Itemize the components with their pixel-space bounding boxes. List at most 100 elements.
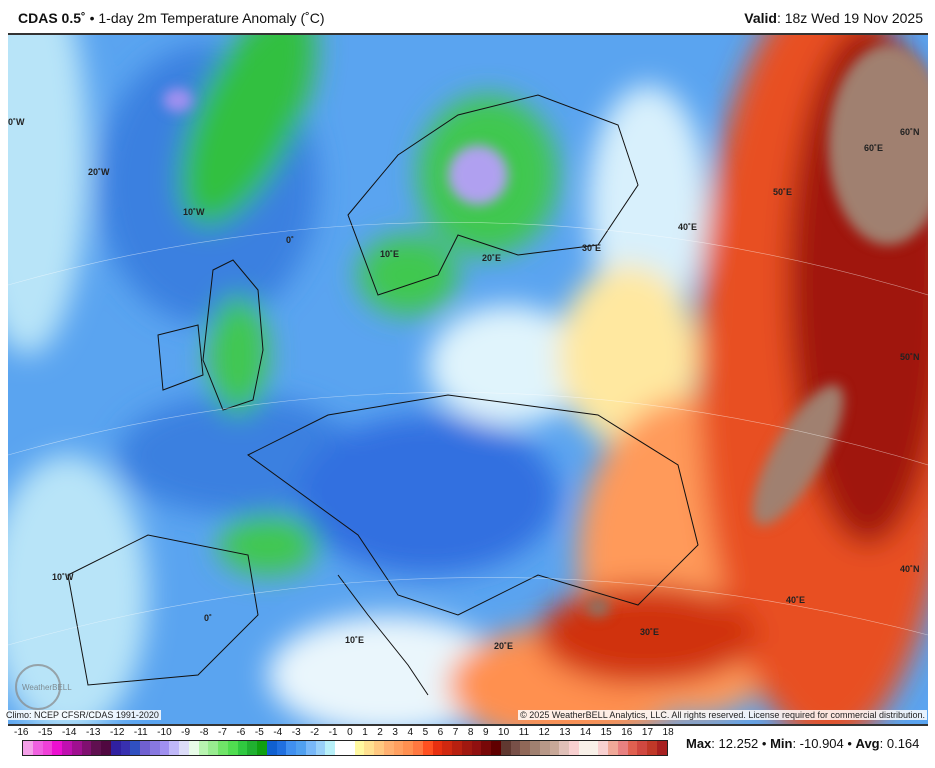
- colorbar-tick: 2: [377, 727, 383, 738]
- colorbar-swatch: [335, 741, 345, 755]
- colorbar-tick: 14: [579, 727, 592, 738]
- map-label: 40˚N: [900, 564, 920, 574]
- colorbar-swatch: [452, 741, 462, 755]
- colorbar-swatch: [530, 741, 540, 755]
- colorbar-tick: -6: [236, 727, 246, 738]
- anomaly-map: 0˚W 20˚W 10˚W 0˚ 10˚E 20˚E 30˚E 40˚E 50˚…: [0, 0, 935, 745]
- colorbar-swatch: [62, 741, 72, 755]
- colorbar: [22, 740, 668, 756]
- colorbar-tick: -13: [85, 727, 101, 738]
- valid-value: : 18z Wed 19 Nov 2025: [776, 10, 923, 26]
- max-label: Max: [686, 736, 712, 751]
- colorbar-swatch: [266, 741, 277, 755]
- colorbar-tick: 1: [362, 727, 368, 738]
- colorbar-tick: -12: [109, 727, 125, 738]
- colorbar-swatch: [500, 741, 511, 755]
- colorbar-tick: -9: [181, 727, 191, 738]
- colorbar-swatch: [130, 741, 140, 755]
- colorbar-swatch: [627, 741, 638, 755]
- colorbar-tick: -2: [310, 727, 320, 738]
- colorbar-tick: 11: [518, 727, 530, 738]
- product-name: 1-day 2m Temperature Anomaly (˚C): [98, 10, 325, 26]
- colorbar-swatch: [208, 741, 218, 755]
- min-value: : -10.904 •: [792, 736, 856, 751]
- map-label: 60˚E: [864, 143, 883, 153]
- colorbar-swatch: [617, 741, 628, 755]
- colorbar-swatch: [101, 741, 111, 755]
- colorbar-swatch: [23, 741, 33, 755]
- colorbar-swatch: [237, 741, 248, 755]
- colorbar-tick: -11: [133, 727, 148, 738]
- colorbar-swatch: [413, 741, 423, 755]
- map-label: 40˚E: [678, 222, 697, 232]
- map-label: 20˚W: [88, 167, 110, 177]
- valid-time: Valid: 18z Wed 19 Nov 2025: [744, 10, 923, 26]
- colorbar-swatch: [42, 741, 53, 755]
- colorbar-tick: 9: [482, 727, 489, 738]
- map-label: 30˚E: [640, 627, 659, 637]
- colorbar-tick: -5: [254, 727, 264, 738]
- colorbar-swatch: [549, 741, 560, 755]
- map-label: 50˚E: [773, 187, 792, 197]
- colorbar-swatch: [374, 741, 384, 755]
- colorbar-swatch: [305, 741, 316, 755]
- colorbar-swatch: [608, 741, 618, 755]
- colorbar-swatch: [598, 741, 608, 755]
- colorbar-tick: 10: [498, 727, 510, 738]
- separator: •: [89, 10, 95, 26]
- colorbar-swatch: [159, 741, 170, 755]
- map-title: CDAS 0.5˚ • 1-day 2m Temperature Anomaly…: [18, 10, 325, 26]
- stats: Max: 12.252 • Min: -10.904 • Avg: 0.164: [686, 736, 919, 751]
- avg-value: : 0.164: [879, 736, 920, 751]
- colorbar-swatch: [403, 741, 413, 755]
- colorbar-tick: 6: [437, 727, 444, 738]
- colorbar-swatch: [149, 741, 160, 755]
- colorbar-swatch: [491, 741, 501, 755]
- map-label: 10˚E: [380, 249, 399, 259]
- colorbar-swatch: [647, 741, 657, 755]
- min-label: Min: [770, 736, 793, 751]
- colorbar-tick: -4: [273, 727, 283, 738]
- colorbar-swatch: [354, 741, 365, 755]
- map-label: 40˚E: [786, 595, 805, 605]
- colorbar-tick: -3: [291, 727, 301, 738]
- colorbar-tick: 15: [600, 727, 612, 738]
- colorbar-swatch: [637, 741, 647, 755]
- colorbar-swatch: [520, 741, 530, 755]
- colorbar-swatch: [71, 741, 82, 755]
- colorbar-swatch: [364, 741, 374, 755]
- colorbar-swatch: [286, 741, 296, 755]
- colorbar-tick: 13: [559, 727, 571, 738]
- colorbar-tick: 4: [407, 727, 414, 738]
- colorbar-swatch: [257, 741, 267, 755]
- colorbar-tick: 5: [422, 727, 429, 738]
- colorbar-swatch: [227, 741, 238, 755]
- colorbar-tick: -1: [328, 727, 338, 738]
- colorbar-swatch: [325, 741, 335, 755]
- svg-text:WeatherBELL: WeatherBELL: [22, 683, 72, 692]
- map-label: 10˚W: [183, 207, 205, 217]
- colorbar-swatch: [188, 741, 199, 755]
- colorbar-swatch: [140, 741, 150, 755]
- colorbar-tick: 7: [452, 727, 459, 738]
- avg-label: Avg: [855, 736, 880, 751]
- model-name: CDAS 0.5˚: [18, 10, 86, 26]
- colorbar-tick: 18: [662, 727, 674, 738]
- colorbar-tick: 12: [538, 727, 550, 738]
- colorbar-swatch: [169, 741, 179, 755]
- map-label: 30˚E: [582, 243, 601, 253]
- map-label: 10˚E: [345, 635, 364, 645]
- colorbar-swatch: [198, 741, 209, 755]
- map-label: 50˚N: [900, 352, 920, 362]
- map-label: 20˚E: [482, 253, 501, 263]
- colorbar-tick: 17: [641, 727, 654, 738]
- colorbar-tick: -7: [218, 727, 227, 738]
- valid-label: Valid: [744, 10, 777, 26]
- colorbar-swatch: [247, 741, 257, 755]
- map-label: 10˚W: [52, 572, 74, 582]
- colorbar-swatch: [52, 741, 62, 755]
- map-label: 60˚N: [900, 127, 920, 137]
- colorbar-swatch: [296, 741, 306, 755]
- colorbar-swatch: [569, 741, 579, 755]
- colorbar-swatch: [110, 741, 121, 755]
